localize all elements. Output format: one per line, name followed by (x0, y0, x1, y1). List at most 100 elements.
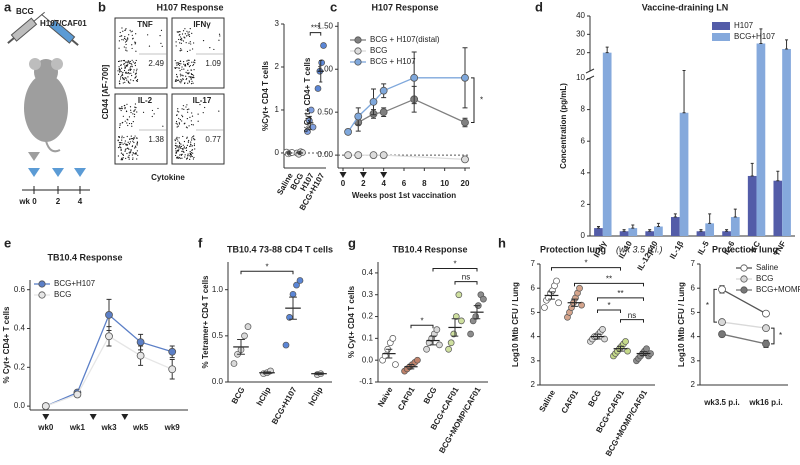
data-point (344, 151, 352, 160)
event-dot (128, 116, 131, 118)
event-dot (189, 158, 191, 160)
event-dot (126, 72, 128, 74)
bar (782, 49, 791, 236)
event-dot (213, 48, 215, 51)
event-dot (131, 64, 133, 66)
event-dot (179, 31, 181, 33)
event-dot (183, 36, 185, 38)
event-dot (136, 142, 139, 144)
event-dot (179, 145, 181, 147)
event-dot (188, 81, 191, 83)
event-dot (188, 139, 190, 142)
event-dot (188, 108, 190, 110)
event-dot (120, 152, 123, 154)
event-dot (142, 111, 145, 113)
error-bar (319, 60, 323, 83)
significance-bracket (713, 288, 717, 323)
event-dot (120, 107, 122, 109)
event-dot (125, 157, 127, 160)
significance-bracket (771, 327, 775, 345)
legend-marker (354, 47, 362, 55)
event-dot (188, 76, 190, 78)
h107-syringe (41, 13, 79, 46)
event-dot (121, 74, 124, 76)
data-point (105, 311, 113, 319)
event-dot (183, 147, 185, 149)
event-dot (118, 67, 120, 70)
bar (594, 228, 603, 236)
event-dot (127, 156, 129, 158)
event-dot (188, 31, 190, 33)
event-dot (187, 82, 189, 84)
bar (722, 231, 731, 236)
event-dot (135, 73, 137, 75)
event-dot (130, 72, 132, 74)
event-dot (133, 69, 135, 71)
x-tick-label: wk3 (100, 423, 117, 432)
data-point (289, 290, 297, 298)
y-tick-label: 3 (275, 19, 280, 28)
event-dot (186, 72, 188, 74)
event-dot (177, 146, 179, 148)
event-dot (209, 47, 211, 49)
data-point (467, 330, 474, 338)
event-dot (132, 157, 134, 159)
event-dot (127, 141, 129, 143)
event-dot (180, 39, 182, 41)
event-dot (131, 47, 133, 50)
event-dot (188, 62, 190, 64)
event-dot (193, 143, 196, 145)
event-dot (132, 152, 134, 154)
event-dot (180, 154, 183, 156)
event-dot (185, 147, 187, 150)
event-dot (131, 59, 133, 61)
event-dot (177, 157, 179, 159)
event-dot (135, 70, 138, 72)
event-dot (194, 59, 196, 61)
event-dot (122, 115, 124, 117)
event-dot (126, 61, 128, 63)
event-dot (119, 35, 121, 38)
event-dot (189, 27, 191, 30)
event-dot (128, 148, 130, 150)
significance-label: *** (311, 24, 320, 33)
event-dot (188, 65, 191, 68)
event-dot (187, 153, 189, 155)
event-dot (178, 67, 180, 69)
event-dot (132, 158, 134, 161)
data-point (624, 347, 631, 355)
bcg-syringe (7, 11, 45, 44)
y-tick-label: 0.4 (14, 324, 26, 333)
event-dot (117, 60, 120, 63)
x-tick-label: 10 (440, 179, 449, 188)
event-dot (186, 77, 188, 80)
bcg-dose-marker (28, 152, 40, 161)
event-dot (129, 151, 132, 153)
y-axis-label: % Cyt+ CD4+ T cells (2, 306, 11, 383)
event-dot (130, 122, 133, 125)
error-bar (682, 69, 686, 114)
event-dot (118, 71, 121, 73)
data-point (168, 347, 177, 356)
error-bar (759, 28, 763, 44)
event-dot (183, 63, 185, 65)
data-point (541, 304, 548, 311)
data-point (578, 301, 585, 309)
event-dot (177, 108, 179, 110)
event-dot (118, 136, 120, 138)
event-dot (120, 70, 122, 73)
event-dot (184, 28, 186, 30)
event-dot (117, 140, 119, 142)
event-dot (179, 73, 182, 75)
event-dot (124, 77, 126, 79)
x-tick-label: BCG (586, 389, 603, 409)
event-dot (124, 106, 126, 109)
event-dot (135, 137, 137, 139)
event-dot (181, 49, 183, 51)
y-axis-label: Log10 Mtb CFU / Lung (677, 282, 686, 367)
event-dot (157, 107, 159, 110)
y-tick-label: 0 (275, 148, 280, 157)
event-dot (127, 82, 130, 84)
event-dot (181, 153, 183, 155)
event-dot (151, 109, 154, 112)
